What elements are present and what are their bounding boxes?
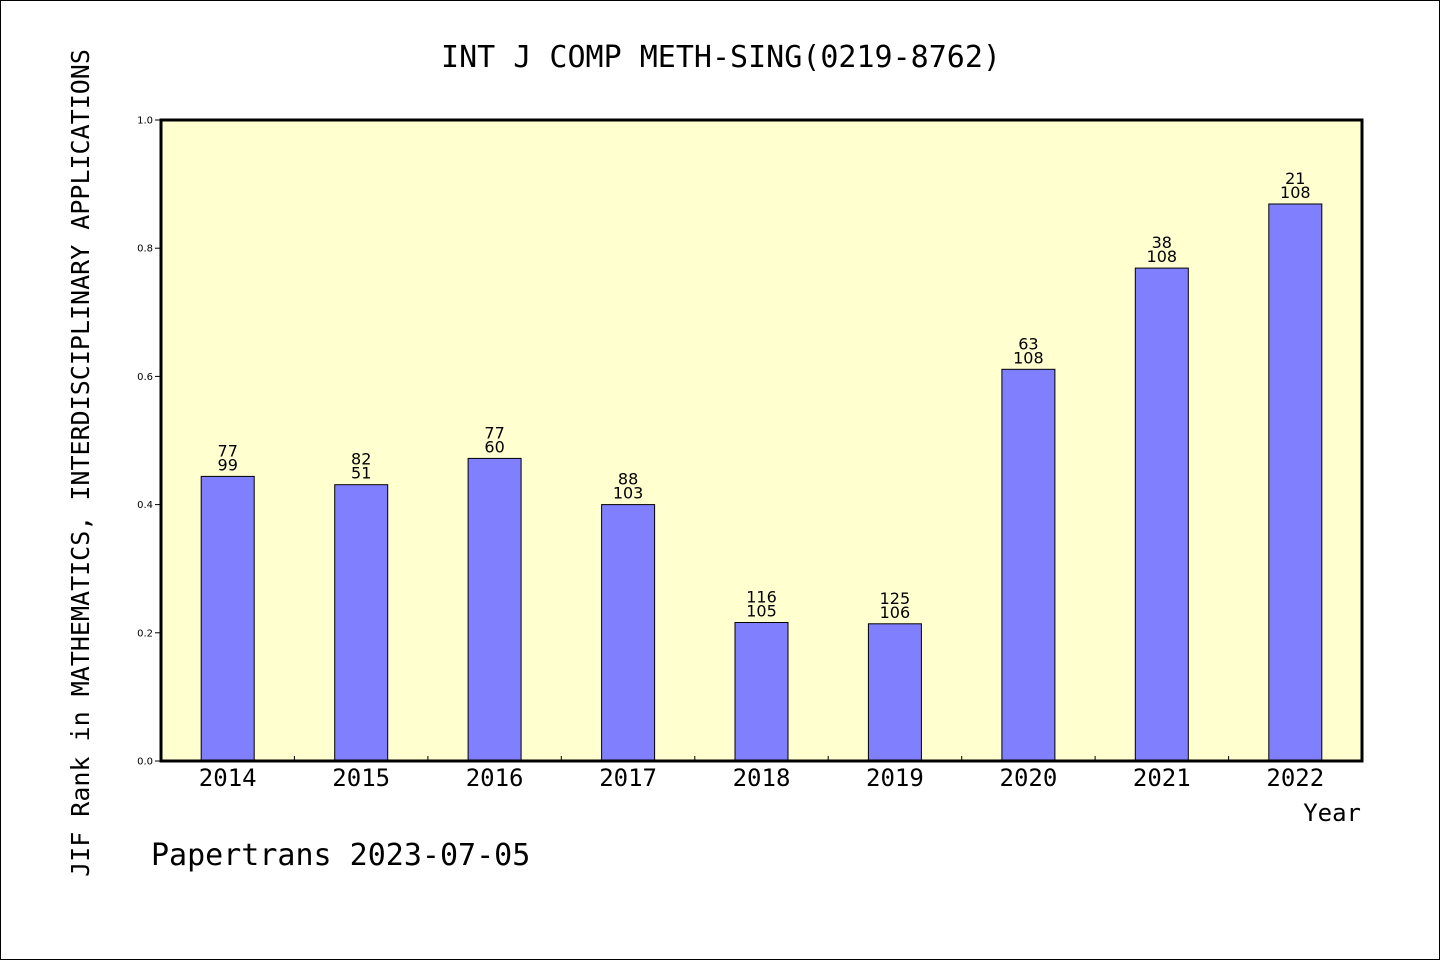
x-tick-label: 2014 bbox=[199, 764, 257, 792]
x-axis-label: Year bbox=[1303, 799, 1361, 827]
x-tick-label: 2021 bbox=[1133, 764, 1191, 792]
bar-2022 bbox=[1268, 203, 1323, 762]
x-tick-label: 2015 bbox=[332, 764, 390, 792]
y-tick-label: 0.6 bbox=[137, 372, 153, 383]
x-tick-label: 2019 bbox=[866, 764, 924, 792]
x-tick-label: 2022 bbox=[1266, 764, 1324, 792]
bar-2015 bbox=[334, 484, 389, 762]
bar-2021 bbox=[1134, 267, 1189, 762]
bar-2017 bbox=[601, 504, 656, 762]
x-tick-label: 2018 bbox=[733, 764, 791, 792]
x-tick-label: 2020 bbox=[1000, 764, 1058, 792]
bar-rank-label: 21 bbox=[1285, 169, 1305, 188]
bar-total-label: 108 bbox=[1280, 183, 1311, 202]
bar-total-label: 108 bbox=[1013, 348, 1044, 367]
ticks-group: 2014 2015 2016 2017 2018 2019 2020 2021 2022 0.0 0… bbox=[137, 116, 1324, 793]
bar-2018 bbox=[734, 622, 789, 762]
bar-rank-label: 77 bbox=[484, 423, 504, 442]
bar-rank-label: 77 bbox=[218, 441, 238, 460]
y-tick-label: 0.0 bbox=[137, 757, 153, 768]
y-axis-label: JIF Rank in MATHEMATICS, INTERDISCIPLINA… bbox=[66, 49, 95, 877]
bar-total-label: 105 bbox=[746, 602, 777, 621]
y-tick-label: 0.8 bbox=[137, 244, 153, 255]
bar-total-label: 108 bbox=[1147, 247, 1178, 266]
bar-2020 bbox=[1001, 368, 1056, 762]
bars-group bbox=[200, 203, 1323, 762]
bar-total-label: 99 bbox=[218, 455, 238, 474]
bar-rank-label: 38 bbox=[1152, 233, 1172, 252]
bar-2014 bbox=[200, 475, 255, 762]
y-tick-label: 1.0 bbox=[137, 116, 153, 127]
chart-title: INT J COMP METH-SING(0219-8762) bbox=[441, 40, 1001, 75]
bar-2016 bbox=[467, 457, 522, 762]
bar-rank-label: 116 bbox=[746, 588, 777, 607]
bar-2019 bbox=[867, 623, 922, 762]
bar-total-label: 60 bbox=[484, 437, 504, 456]
bar-rank-label: 82 bbox=[351, 450, 371, 469]
x-tick-label: 2017 bbox=[599, 764, 657, 792]
plot-border bbox=[159, 118, 1364, 763]
bar-rank-label: 125 bbox=[880, 589, 911, 608]
bar-total-label: 103 bbox=[613, 484, 644, 503]
footer-credit: Papertrans 2023-07-05 bbox=[151, 838, 530, 873]
bar-rank-label: 88 bbox=[618, 470, 638, 489]
y-tick-label: 0.2 bbox=[137, 628, 153, 639]
y-tick-label: 0.4 bbox=[137, 500, 153, 511]
bar-rank-label: 63 bbox=[1018, 334, 1038, 353]
bar-total-label: 106 bbox=[880, 603, 911, 622]
x-tick-label: 2016 bbox=[466, 764, 524, 792]
bar-total-label: 51 bbox=[351, 464, 371, 483]
